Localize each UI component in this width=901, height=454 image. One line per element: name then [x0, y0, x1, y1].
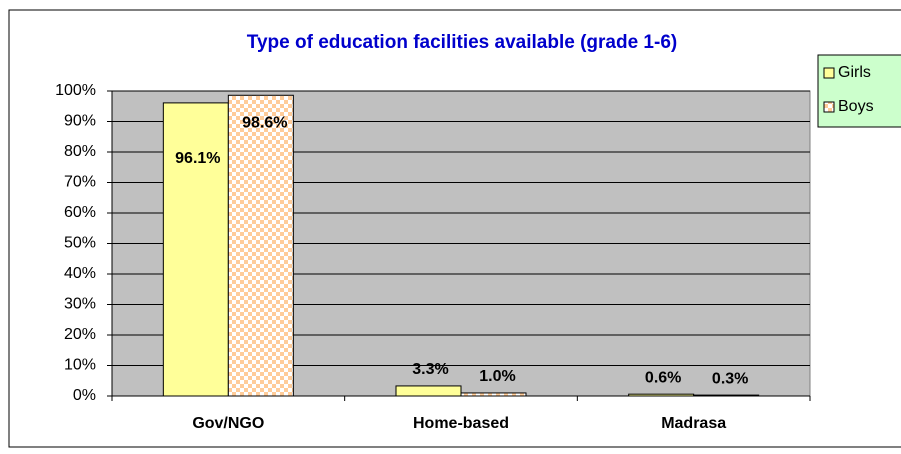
legend-box — [817, 54, 901, 128]
legend-swatch — [823, 67, 835, 79]
data-label: 98.6% — [242, 114, 287, 131]
data-label: 1.0% — [479, 368, 515, 385]
legend-label: Boys — [838, 98, 874, 115]
y-tick-label: 50% — [64, 235, 96, 252]
legend-label: Girls — [838, 64, 871, 81]
bar — [628, 393, 695, 397]
x-tick-label: Gov/NGO — [192, 415, 264, 432]
legend-swatch — [823, 101, 835, 113]
bar — [460, 392, 527, 397]
y-tick-label: 10% — [64, 357, 96, 374]
y-tick-label: 80% — [64, 143, 96, 160]
y-tick-label: 40% — [64, 265, 96, 282]
legend: Girls Boys — [817, 54, 901, 128]
y-tick-label: 0% — [73, 387, 96, 404]
y-tick-label: 30% — [64, 296, 96, 313]
x-tick-label: Madrasa — [661, 415, 726, 432]
chart-title: Type of education facilities available (… — [247, 32, 677, 53]
y-tick-label: 70% — [64, 174, 96, 191]
y-tick-label: 20% — [64, 326, 96, 343]
y-tick-label: 60% — [64, 204, 96, 221]
data-label: 96.1% — [175, 150, 220, 167]
data-label: 3.3% — [412, 361, 448, 378]
data-label: 0.3% — [712, 370, 748, 387]
data-label: 0.6% — [645, 369, 681, 386]
x-tick-label: Home-based — [413, 415, 509, 432]
bar — [227, 94, 294, 397]
y-tick-label: 100% — [55, 82, 96, 99]
bar — [693, 394, 760, 397]
bar — [395, 385, 462, 397]
bar — [162, 102, 229, 397]
y-tick-label: 90% — [64, 113, 96, 130]
